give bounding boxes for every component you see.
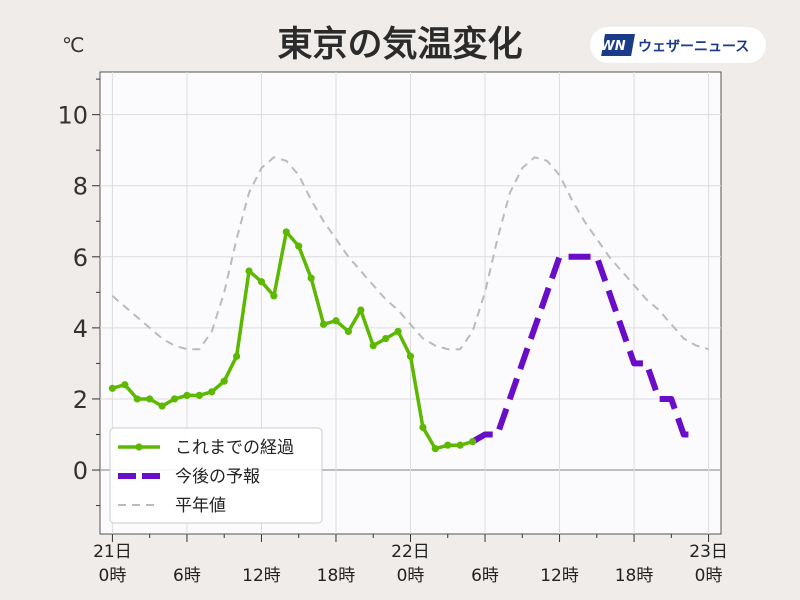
data-point	[419, 423, 427, 431]
data-point	[146, 395, 154, 403]
x-date-label: 21日	[93, 542, 132, 562]
data-point	[307, 274, 315, 282]
x-tick-label: 18時	[615, 566, 654, 586]
logo-mark-icon	[601, 34, 636, 56]
data-point	[158, 402, 166, 410]
data-point	[183, 391, 191, 399]
data-point	[270, 292, 278, 300]
data-point	[108, 384, 117, 392]
legend-label-2: 平年値	[175, 496, 226, 516]
legend-label-0: これまでの経過	[175, 438, 294, 458]
legend-box	[109, 427, 323, 524]
y-axis-unit: ℃	[62, 33, 84, 57]
data-point	[282, 228, 290, 236]
x-axis-ticks: 0時 21日 6時 12時 18時 0時 22日 6時 12時 18時 0時 23日	[93, 534, 728, 586]
x-tick-label: 0時	[99, 566, 127, 586]
data-point	[295, 242, 303, 250]
legend-marker	[135, 443, 143, 451]
data-point	[357, 306, 365, 314]
x-tick-label: 12時	[242, 566, 281, 586]
x-tick-label: 0時	[695, 566, 723, 586]
chart-title: 東京の気温変化	[277, 24, 522, 65]
x-tick-label: 18時	[317, 566, 356, 586]
data-point	[208, 388, 216, 396]
weathernews-logo: WN ウェザーニュース	[590, 27, 766, 63]
data-point	[406, 352, 415, 360]
data-point	[456, 441, 464, 449]
data-point	[319, 320, 328, 328]
data-point	[245, 267, 253, 275]
data-point	[233, 352, 241, 360]
y-tick-label: 2	[73, 386, 88, 414]
y-tick-label: 0	[73, 457, 88, 485]
data-point	[195, 391, 203, 399]
series-line-1	[471, 253, 697, 445]
data-point	[133, 395, 141, 403]
data-point	[369, 342, 377, 350]
legend-label-1: 今後の予報	[175, 467, 260, 487]
x-tick-label: 6時	[471, 566, 499, 586]
data-point	[257, 278, 266, 286]
y-tick-label: 8	[73, 173, 88, 201]
data-point	[444, 441, 452, 449]
data-point	[431, 445, 439, 453]
logo-text: ウェザーニュース	[638, 39, 749, 55]
data-point	[121, 381, 129, 389]
x-date-label: 23日	[689, 542, 728, 562]
data-point	[332, 317, 340, 325]
data-point	[469, 438, 477, 446]
y-tick-label: 4	[73, 315, 88, 343]
logo-mark-text: WN	[600, 39, 625, 54]
x-tick-label: 0時	[397, 566, 425, 586]
data-point	[170, 395, 179, 403]
y-tick-label: 6	[73, 244, 88, 272]
x-tick-label: 12時	[540, 566, 579, 586]
data-point	[394, 327, 402, 336]
x-date-label: 22日	[391, 542, 430, 562]
data-point	[344, 327, 352, 336]
y-axis-ticks: 0 2 4 6 8 10	[57, 78, 100, 507]
series-line-2	[111, 156, 709, 351]
data-point	[220, 377, 228, 385]
x-tick-label: 6時	[173, 566, 201, 586]
y-tick-label: 10	[57, 102, 88, 130]
series-group	[108, 156, 709, 453]
data-point	[382, 334, 390, 343]
